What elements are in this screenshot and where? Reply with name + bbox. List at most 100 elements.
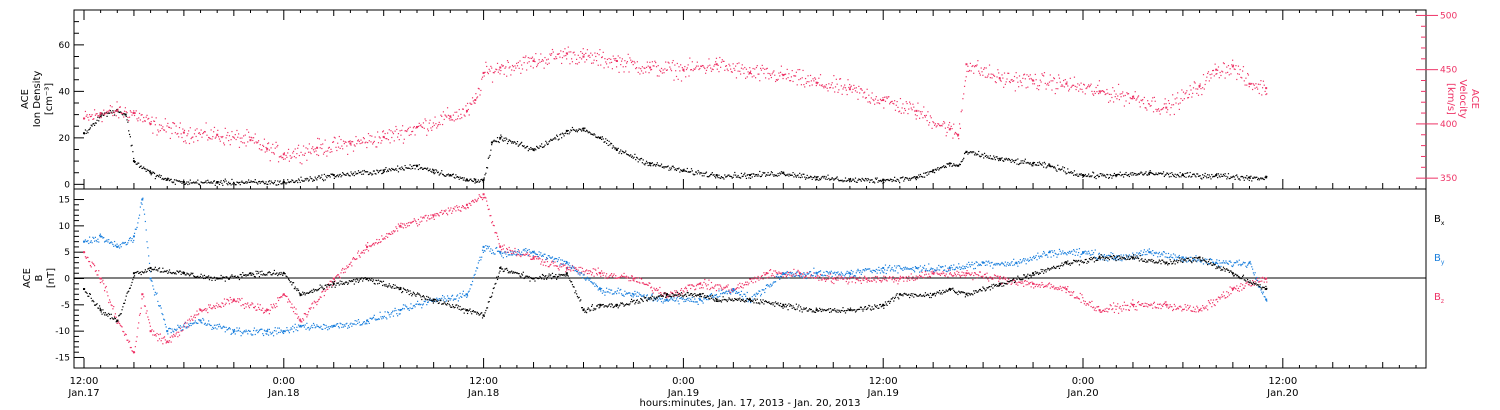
bz-sample [116, 322, 118, 324]
bz-sample [960, 274, 962, 277]
velocity-sample [139, 119, 141, 121]
velocity-sample [634, 62, 636, 64]
bz-sample [675, 290, 678, 292]
bz-sample [350, 261, 352, 263]
density-sample [124, 113, 126, 115]
density-sample [669, 167, 671, 169]
velocity-sample [1201, 93, 1203, 96]
by-point [532, 251, 535, 254]
by-point [848, 272, 851, 275]
bz-sample [1227, 296, 1229, 298]
velocity-sample [495, 68, 497, 70]
density-sample [446, 174, 449, 176]
velocity-sample [1095, 86, 1097, 89]
velocity-sample [565, 54, 567, 57]
velocity-sample [931, 127, 933, 129]
bz-sample [648, 282, 650, 284]
bz-sample [666, 295, 668, 297]
bz-sample [1072, 292, 1074, 294]
velocity-sample [364, 142, 366, 144]
density-sample [708, 175, 710, 178]
density-sample [1231, 176, 1233, 179]
velocity-sample [480, 89, 482, 92]
density-sample [289, 180, 291, 183]
density-sample [357, 170, 360, 172]
density-sample [426, 167, 429, 169]
bz-sample [311, 303, 313, 305]
density-sample [754, 175, 756, 177]
velocity-sample [849, 86, 852, 88]
bz-sample [264, 309, 266, 312]
bz-sample [465, 208, 467, 210]
bz-sample [894, 277, 897, 279]
density-sample [328, 174, 330, 177]
bz-sample [1147, 306, 1149, 308]
by-sample [233, 328, 236, 331]
density-sample [1103, 174, 1106, 176]
bz-sample [219, 305, 221, 307]
density-sample [1228, 177, 1230, 180]
bz-sample [1265, 278, 1267, 280]
bz-sample [574, 268, 576, 270]
density-sample [1051, 165, 1053, 167]
velocity-sample [633, 60, 635, 63]
velocity-sample [436, 127, 438, 129]
bz-sample [777, 273, 779, 275]
velocity-sample [451, 119, 454, 121]
density-sample [1005, 157, 1007, 159]
velocity-sample [509, 66, 511, 68]
bz-sample [1018, 281, 1020, 283]
bz-sample [389, 233, 391, 236]
density-sample [481, 178, 483, 180]
density-sample [195, 181, 197, 183]
velocity-sample [1078, 84, 1081, 86]
density-sample [103, 112, 106, 114]
bz-sample [1104, 308, 1106, 310]
velocity-sample [1107, 101, 1110, 103]
density-sample [938, 169, 940, 171]
bz-sample [246, 303, 248, 305]
velocity-sample [192, 136, 194, 138]
density-sample [773, 175, 775, 177]
density-sample [521, 145, 524, 147]
bz-sample [319, 296, 321, 298]
velocity-sample [154, 124, 156, 126]
velocity-sample [1040, 81, 1042, 83]
density-sample [490, 149, 492, 151]
density-sample [422, 168, 425, 170]
velocity-sample [484, 71, 486, 73]
velocity-sample [1224, 77, 1226, 79]
density-sample [829, 178, 832, 181]
by-point [232, 330, 235, 333]
bz-sample [415, 220, 417, 223]
density-sample [821, 176, 823, 178]
density-sample [319, 177, 321, 179]
velocity-sample [1188, 93, 1190, 95]
bz-sample [455, 210, 457, 212]
velocity-sample [994, 81, 996, 83]
bz-sample [439, 211, 441, 214]
density-sample [212, 182, 214, 184]
velocity-sample [880, 99, 882, 102]
density-sample [638, 158, 640, 160]
velocity-sample [740, 73, 742, 75]
bz-sample [327, 288, 329, 290]
density-sample [590, 133, 593, 135]
density-sample [898, 180, 900, 182]
bz-sample [1202, 305, 1204, 307]
density-sample [556, 134, 558, 136]
velocity-sample [979, 74, 981, 76]
bz-sample [1034, 285, 1036, 288]
density-sample [249, 181, 251, 183]
bz-sample [243, 307, 246, 310]
density-sample [321, 174, 323, 176]
velocity-sample [1043, 75, 1045, 77]
velocity-point [282, 153, 285, 156]
velocity-sample [899, 97, 902, 100]
density-sample [272, 182, 274, 184]
velocity-sample [303, 154, 305, 156]
bz-sample [314, 302, 316, 304]
bz-sample [442, 212, 445, 214]
by-sample [228, 327, 231, 329]
density-sample [1229, 177, 1231, 180]
